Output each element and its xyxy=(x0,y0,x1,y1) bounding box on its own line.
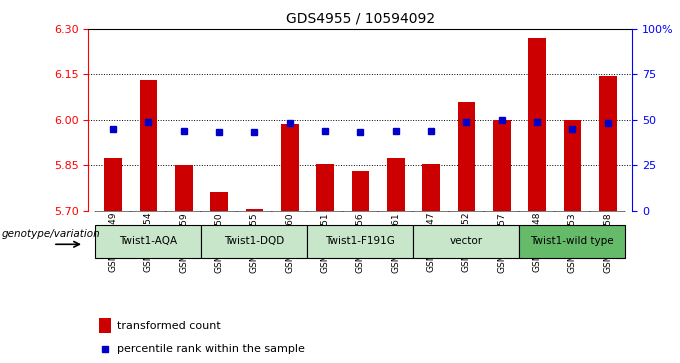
Text: transformed count: transformed count xyxy=(117,321,220,331)
Bar xyxy=(272,211,307,212)
Text: vector: vector xyxy=(449,236,483,246)
Bar xyxy=(387,158,405,211)
Bar xyxy=(237,211,272,212)
Bar xyxy=(281,124,299,211)
Bar xyxy=(104,158,122,211)
Bar xyxy=(343,211,378,212)
Bar xyxy=(564,120,581,211)
Bar xyxy=(210,192,228,211)
Text: percentile rank within the sample: percentile rank within the sample xyxy=(117,344,305,354)
Bar xyxy=(307,211,343,212)
Bar xyxy=(99,318,112,333)
Bar xyxy=(316,164,334,211)
FancyBboxPatch shape xyxy=(520,225,626,258)
Bar xyxy=(528,38,546,211)
Text: Twist1-wild type: Twist1-wild type xyxy=(530,236,614,246)
Bar xyxy=(95,211,131,212)
Bar xyxy=(484,211,520,212)
Bar xyxy=(352,171,369,211)
Bar xyxy=(590,211,626,212)
Text: genotype/variation: genotype/variation xyxy=(2,229,101,239)
Bar xyxy=(413,211,449,212)
Bar xyxy=(493,120,511,211)
Bar xyxy=(175,165,192,211)
Bar xyxy=(139,81,157,211)
FancyBboxPatch shape xyxy=(95,225,201,258)
Bar xyxy=(422,164,440,211)
Bar xyxy=(449,211,484,212)
Bar xyxy=(201,211,237,212)
Text: Twist1-AQA: Twist1-AQA xyxy=(120,236,177,246)
Bar xyxy=(458,102,475,211)
Bar xyxy=(166,211,201,212)
Bar xyxy=(131,211,166,212)
Bar xyxy=(599,76,617,211)
Bar xyxy=(245,209,263,211)
Bar xyxy=(555,211,590,212)
FancyBboxPatch shape xyxy=(201,225,307,258)
Bar xyxy=(378,211,413,212)
Title: GDS4955 / 10594092: GDS4955 / 10594092 xyxy=(286,11,435,25)
Bar xyxy=(520,211,555,212)
Text: Twist1-DQD: Twist1-DQD xyxy=(224,236,284,246)
FancyBboxPatch shape xyxy=(413,225,520,258)
Text: Twist1-F191G: Twist1-F191G xyxy=(326,236,395,246)
FancyBboxPatch shape xyxy=(307,225,413,258)
